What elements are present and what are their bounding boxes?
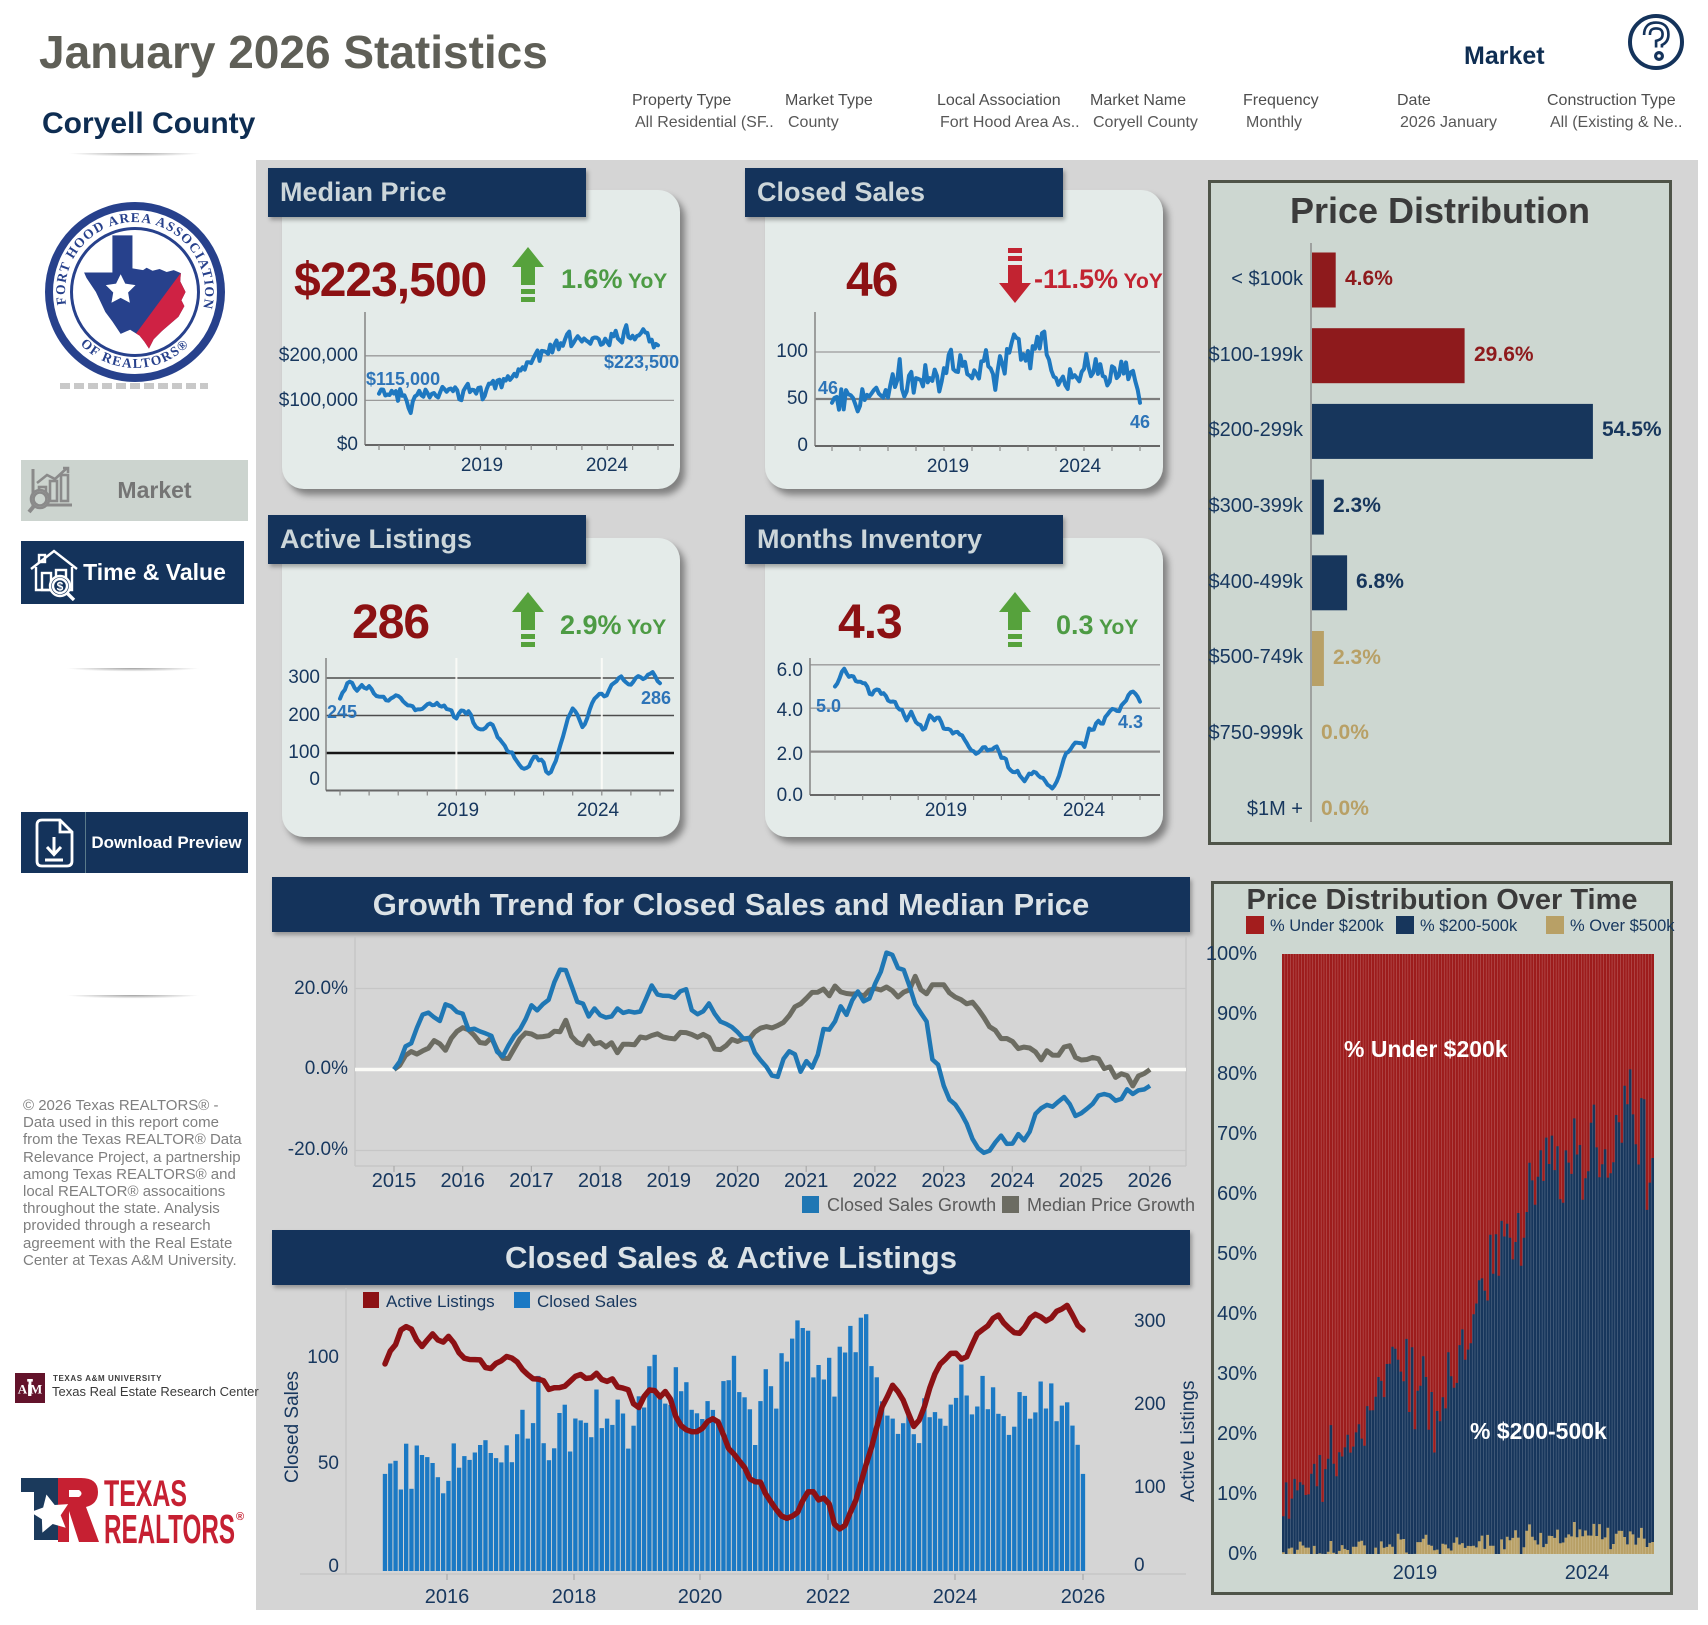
svg-text:REALTORS: REALTORS	[104, 1506, 235, 1546]
svg-text:®: ®	[236, 1511, 244, 1523]
svg-text:TEXAS: TEXAS	[104, 1476, 187, 1514]
svg-text:$: $	[57, 580, 64, 594]
